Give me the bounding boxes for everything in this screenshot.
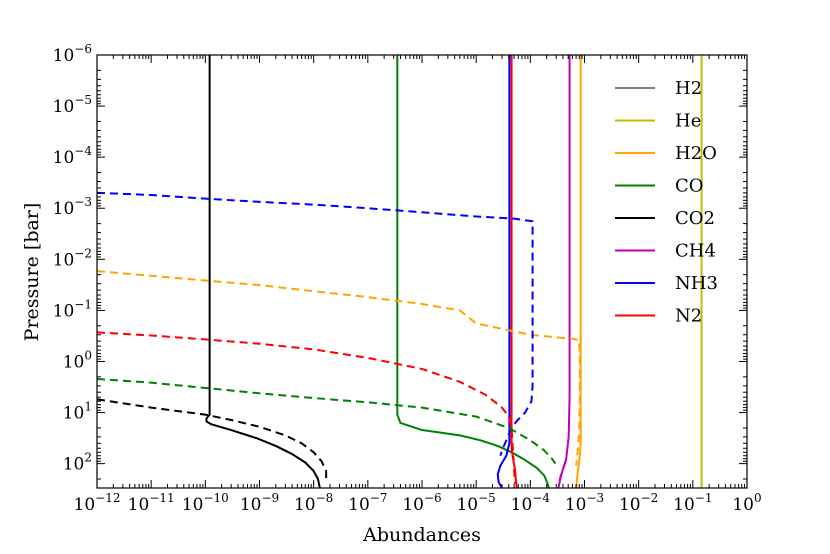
- x-tick-exponent: 0: [754, 491, 762, 505]
- y-tick-base: 10: [53, 301, 75, 321]
- x-tick-label: 10−10: [182, 491, 229, 515]
- series-line-ch4: [557, 55, 571, 488]
- y-tick-exponent: 2: [84, 451, 92, 465]
- legend-label-co: CO: [675, 176, 704, 197]
- y-tick-base: 10: [53, 97, 75, 117]
- legend-label-he: He: [675, 111, 701, 132]
- x-tick-label: 10−5: [456, 491, 495, 515]
- series-line-h2o-dashed: [97, 270, 581, 466]
- x-tick-exponent: −3: [586, 491, 604, 505]
- y-tick-label: 10−2: [53, 246, 92, 270]
- legend-label-nh3: NH3: [675, 273, 718, 294]
- plot-frame: [96, 54, 748, 489]
- legend-label-co2: CO2: [675, 208, 715, 229]
- x-tick-label: 10−7: [348, 491, 387, 515]
- legend: H2 He H2O CO CO2 CH4 NH3 N2: [615, 78, 718, 327]
- legend-label-ch4: CH4: [675, 241, 716, 262]
- y-tick-label: 10−4: [53, 144, 93, 168]
- x-tick-label: 10−9: [240, 491, 279, 515]
- y-tick-base: 10: [63, 404, 85, 424]
- series-line-n2-dashed: [97, 331, 516, 485]
- y-tick-base: 10: [53, 46, 75, 66]
- y-tick-exponent: −2: [74, 246, 92, 260]
- y-tick-exponent: −1: [74, 297, 92, 311]
- x-tick-exponent: −1: [695, 491, 713, 505]
- x-axis-title: Abundances: [362, 524, 481, 546]
- series-line-h2o: [575, 55, 582, 488]
- y-tick-base: 10: [63, 352, 85, 372]
- x-tick-base: 10: [182, 495, 204, 515]
- x-tick-label: 10−11: [128, 491, 175, 515]
- y-tick-label: 10−6: [53, 42, 92, 66]
- y-tick-exponent: −5: [74, 93, 92, 107]
- x-tick-exponent: −11: [149, 491, 174, 505]
- x-tick-base: 10: [348, 495, 370, 515]
- legend-label-h2o: H2O: [675, 143, 717, 164]
- y-tick-exponent: −3: [74, 195, 92, 209]
- y-tick-base: 10: [53, 250, 75, 270]
- y-tick-label: 101: [63, 400, 92, 424]
- y-tick-exponent: 0: [84, 348, 92, 362]
- x-tick-exponent: −6: [424, 491, 442, 505]
- series-line-co2-dashed: [97, 398, 328, 482]
- x-tick-base: 10: [402, 495, 424, 515]
- x-tick-exponent: −4: [532, 491, 550, 505]
- legend-label-n2: N2: [675, 306, 702, 327]
- y-tick-exponent: −4: [74, 144, 92, 158]
- x-tick-label: 10−6: [402, 491, 441, 515]
- x-tick-base: 10: [511, 495, 533, 515]
- x-tick-base: 10: [673, 495, 695, 515]
- x-tick-base: 10: [240, 495, 262, 515]
- x-tick-label: 10−2: [619, 491, 658, 515]
- y-tick-base: 10: [53, 199, 75, 219]
- y-tick-exponent: 1: [84, 400, 92, 414]
- x-tick-exponent: −8: [316, 491, 334, 505]
- y-tick-label: 102: [63, 451, 92, 475]
- y-tick-label: 10−3: [53, 195, 92, 219]
- x-tick-base: 10: [619, 495, 641, 515]
- x-tick-base: 10: [456, 495, 478, 515]
- x-tick-exponent: −10: [203, 491, 228, 505]
- x-tick-base: 10: [128, 495, 150, 515]
- series-line-co-dashed: [97, 377, 557, 465]
- legend-label-h2: H2: [675, 78, 702, 99]
- x-tick-base: 10: [74, 495, 96, 515]
- series-line-co2: [205, 55, 321, 488]
- x-tick-base: 10: [294, 495, 316, 515]
- y-tick-base: 10: [63, 455, 85, 475]
- x-tick-labels: 10−12 10−11 10−10 10−9 10−8 10−7 10−6 10−5 10−4 1…: [74, 491, 762, 515]
- x-tick-base: 10: [565, 495, 587, 515]
- x-tick-label: 100: [732, 491, 761, 515]
- series-line-nh3: [496, 55, 511, 488]
- x-tick-exponent: −12: [95, 491, 120, 505]
- x-tick-label: 10−8: [294, 491, 333, 515]
- x-tick-label: 10−4: [511, 491, 551, 515]
- x-tick-label: 10−12: [74, 491, 121, 515]
- x-tick-label: 10−1: [673, 491, 712, 515]
- y-tick-label: 10−1: [53, 297, 92, 321]
- y-axis-title: Pressure [bar]: [21, 203, 43, 342]
- x-tick-exponent: −5: [478, 491, 496, 505]
- y-tick-label: 10−5: [53, 93, 92, 117]
- series-line-ch4-dashed: [558, 460, 567, 484]
- y-tick-base: 10: [53, 148, 75, 168]
- x-tick-exponent: −9: [261, 491, 279, 505]
- x-tick-exponent: −7: [370, 491, 388, 505]
- series-layer: [97, 55, 703, 488]
- x-tick-base: 10: [732, 495, 754, 515]
- y-tick-label: 100: [63, 348, 92, 372]
- series-line-nh3-dashed: [97, 191, 534, 457]
- series-line-co: [396, 55, 550, 488]
- x-tick-exponent: −2: [641, 491, 659, 505]
- y-tick-exponent: −6: [74, 42, 92, 56]
- x-tick-label: 10−3: [565, 491, 604, 515]
